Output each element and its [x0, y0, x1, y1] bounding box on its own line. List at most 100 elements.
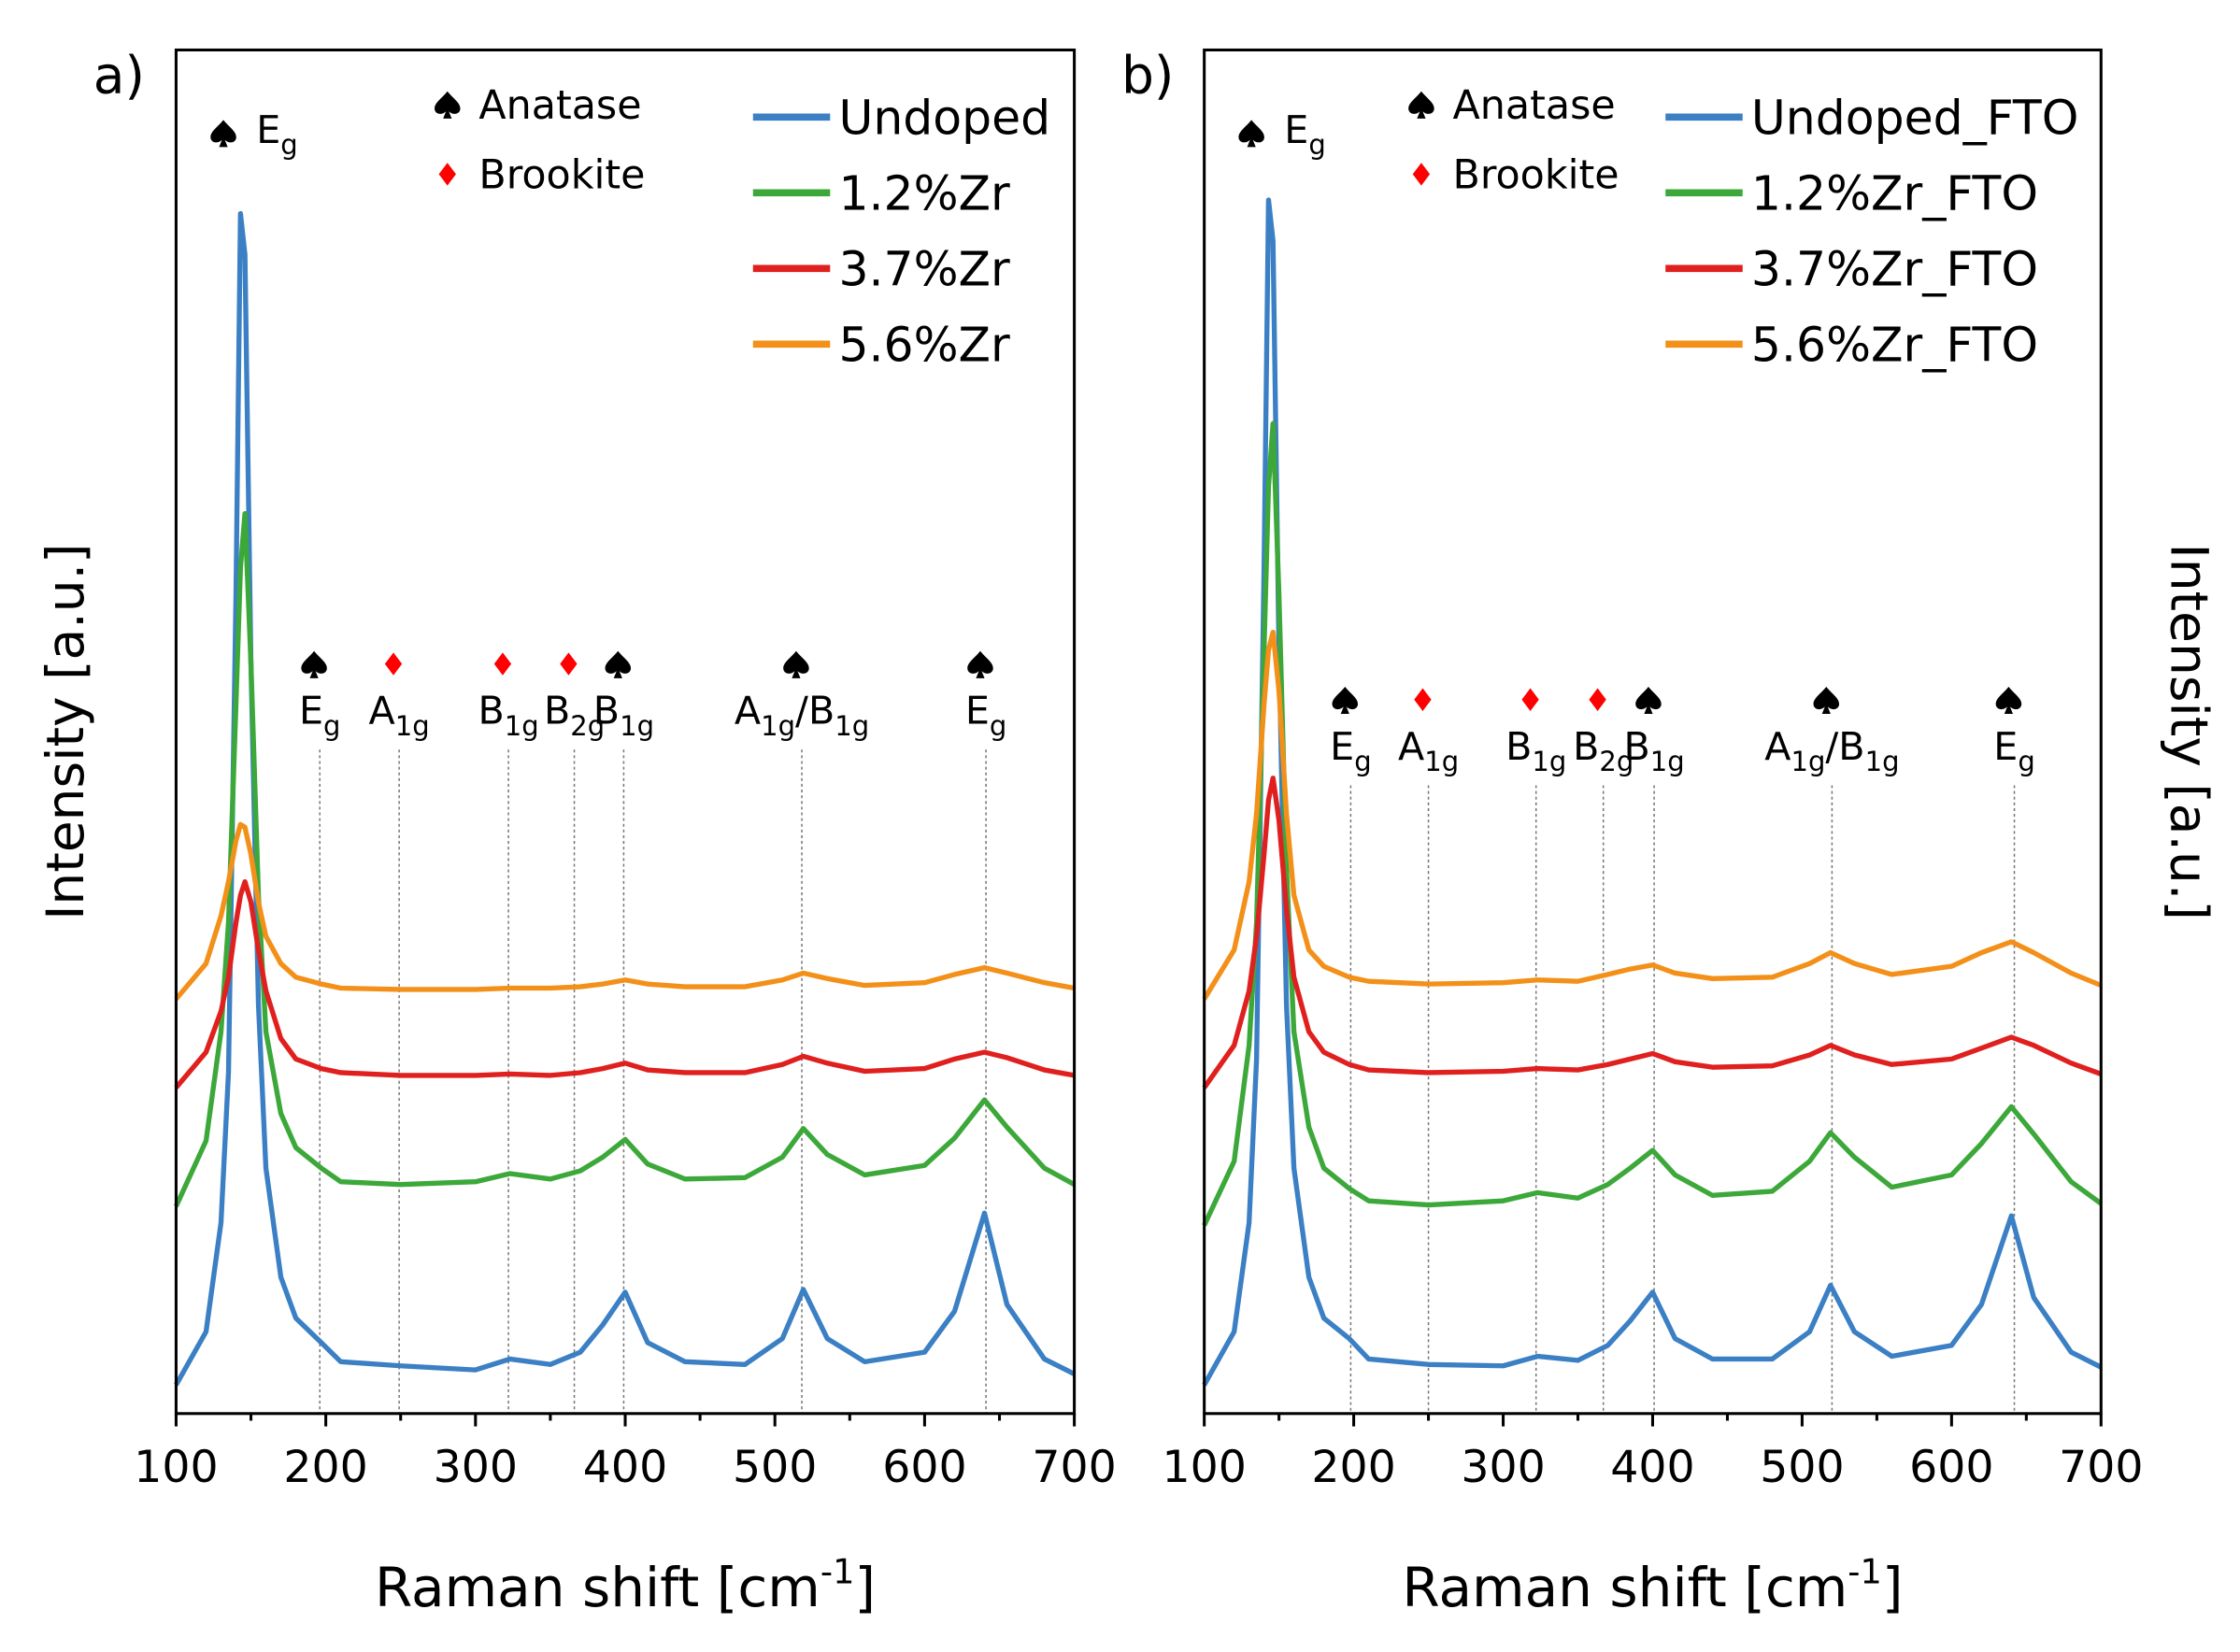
annotation-sub: 1g — [1424, 746, 1459, 777]
annotation-marker — [783, 650, 809, 678]
series-line — [174, 210, 1076, 1387]
x-tick-label: 700 — [2059, 1442, 2143, 1493]
annotation-label: Eg — [1284, 107, 1326, 161]
phase-legend-label: Anatase — [1453, 82, 1616, 129]
legend-label: 1.2%Zr_FTO — [1751, 166, 2038, 221]
series-line — [1202, 776, 2103, 1089]
phase-legend-label: Brookite — [1453, 152, 1619, 199]
phase-legend-label: Brookite — [478, 152, 645, 199]
annotation-part: E — [299, 689, 323, 733]
annotation-label: Eg — [256, 107, 298, 161]
annotation-label: B1g — [1505, 724, 1566, 777]
annotation-sub: 1g — [761, 710, 795, 742]
annotation-marker — [384, 652, 403, 676]
annotation-part: A — [735, 689, 761, 733]
annotation-marker — [605, 650, 632, 678]
x-axis-label-part: ] — [1882, 1556, 1904, 1619]
annotation-label: A1g/B1g — [1764, 724, 1899, 777]
annotation-sub: g — [1308, 129, 1325, 161]
legend-label: 5.6%Zr_FTO — [1751, 318, 2038, 373]
annotation-label: B1g — [478, 689, 538, 742]
annotation-sub: g — [990, 710, 1006, 742]
annotation-marker — [1332, 687, 1359, 715]
annotation-sub: 1g — [505, 710, 539, 742]
annotation-label: B2g — [544, 689, 605, 742]
x-tick-label: 300 — [434, 1442, 518, 1493]
legend-label: 3.7%Zr_FTO — [1751, 242, 2038, 297]
x-tick-label: 200 — [283, 1442, 367, 1493]
y-axis-label: Intensity [a.u.] — [2159, 543, 2219, 919]
annotation-marker — [301, 650, 327, 678]
annotation-part: E — [1993, 724, 2018, 769]
series-line — [1202, 629, 2103, 1001]
panel-label: b) — [1121, 45, 1174, 105]
annotation-part: E — [1330, 724, 1354, 769]
annotation-label: B2g — [1573, 724, 1634, 777]
annotation-label: A1g — [369, 689, 430, 742]
annotation-label: Eg — [965, 689, 1007, 742]
annotation-marker — [560, 652, 578, 676]
annotation-part: B — [1573, 724, 1599, 769]
series-line — [1202, 420, 2103, 1227]
annotation-part: B — [593, 689, 620, 733]
x-tick-label: 500 — [733, 1442, 817, 1493]
annotation-marker — [210, 120, 236, 148]
legend-label: 1.2%Zr — [838, 166, 1010, 221]
x-axis-label-sup: -1 — [1848, 1552, 1882, 1592]
series-line — [174, 510, 1076, 1208]
annotation-part: E — [256, 107, 280, 152]
legend-label: Undoped — [838, 91, 1050, 146]
annotation-part: E — [1284, 107, 1308, 152]
x-tick-label: 500 — [1760, 1442, 1844, 1493]
annotation-sub: 1g — [835, 710, 869, 742]
annotation-sub: 2g — [1599, 746, 1634, 777]
x-tick-label: 300 — [1461, 1442, 1545, 1493]
series-line — [1202, 197, 2103, 1387]
x-axis-label-sup: -1 — [820, 1552, 855, 1592]
annotation-label: A1g/B1g — [735, 689, 869, 742]
phase-legend-marker — [1408, 91, 1434, 119]
annotation-marker — [1995, 687, 2022, 715]
x-tick-label: 200 — [1311, 1442, 1395, 1493]
series-line — [174, 821, 1076, 1001]
panel-label: a) — [93, 45, 145, 105]
annotation-part: B — [1505, 724, 1532, 769]
phase-legend-marker — [438, 163, 456, 186]
annotation-part: /B — [1825, 724, 1864, 769]
phase-legend-marker — [435, 91, 461, 119]
y-axis-label: Intensity [a.u.] — [36, 543, 95, 919]
annotation-marker — [1238, 120, 1264, 148]
annotation-sub: 1g — [1791, 746, 1826, 777]
phase-legend-label: Anatase — [478, 82, 641, 129]
panel: 100 200 300 400 500 600 700 Raman shift [cm-1] I… — [1121, 45, 2219, 1619]
annotation-marker — [1414, 688, 1432, 711]
annotation-sub: g — [2018, 746, 2034, 777]
annotation-sub: 1g — [395, 710, 430, 742]
legend-label: 3.7%Zr — [838, 242, 1010, 297]
annotation-marker — [493, 652, 512, 676]
x-tick-label: 700 — [1032, 1442, 1116, 1493]
annotation-sub: 1g — [1650, 746, 1685, 777]
annotation-sub: 1g — [1532, 746, 1566, 777]
annotation-sub: 2g — [570, 710, 605, 742]
annotation-marker — [1635, 687, 1662, 715]
x-tick-label: 100 — [134, 1442, 218, 1493]
series-line — [174, 878, 1076, 1089]
legend-label: 5.6%Zr — [838, 318, 1010, 373]
annotation-part: A — [369, 689, 395, 733]
annotation-part: E — [965, 689, 990, 733]
annotation-part: A — [1398, 724, 1424, 769]
x-axis-label-part: ] — [854, 1556, 876, 1619]
x-axis-label-part: Raman shift [cm — [1402, 1556, 1848, 1619]
annotation-label: Eg — [1330, 724, 1372, 777]
x-tick-label: 400 — [1610, 1442, 1694, 1493]
x-tick-label: 400 — [583, 1442, 667, 1493]
annotation-label: B1g — [593, 689, 654, 742]
annotation-part: /B — [795, 689, 835, 733]
annotation-marker — [967, 650, 993, 678]
x-tick-label: 100 — [1162, 1442, 1246, 1493]
legend-label: Undoped_FTO — [1751, 91, 2078, 146]
annotation-marker — [1521, 688, 1539, 711]
